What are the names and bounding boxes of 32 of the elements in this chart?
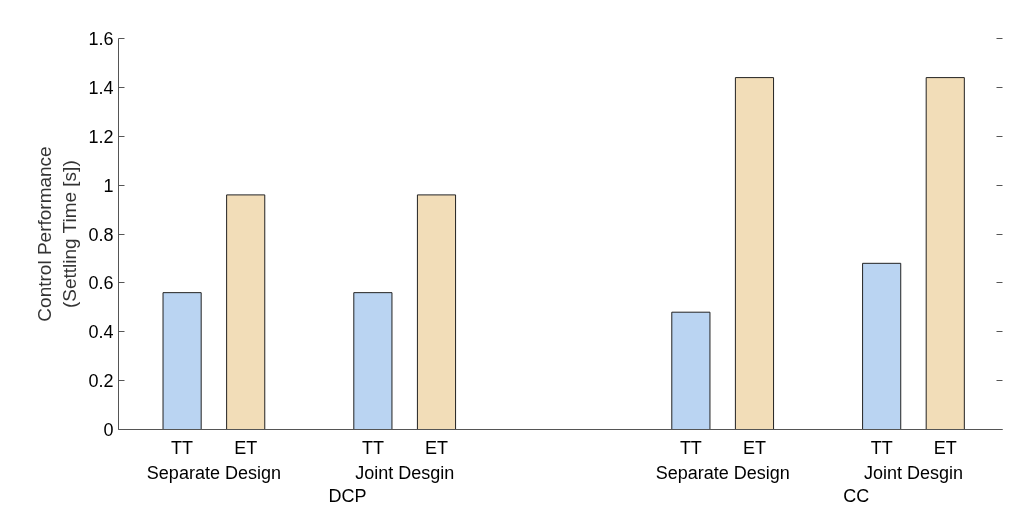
x-tick-label: TT bbox=[361, 437, 384, 458]
bar bbox=[416, 194, 457, 430]
y-tick-label: 1.2 bbox=[88, 126, 114, 147]
y-tick-label: 1.4 bbox=[88, 77, 114, 98]
y-tick-label: 0.8 bbox=[88, 224, 114, 245]
y-tick-label: 0 bbox=[103, 420, 114, 440]
bar bbox=[862, 262, 902, 430]
y-tick-label: 0.2 bbox=[88, 371, 114, 392]
text: Joint Desgin bbox=[863, 462, 963, 483]
y-axis-title: Control Performance (Settling Time [s]) bbox=[34, 146, 81, 322]
y-tick-label: 0.6 bbox=[88, 273, 114, 294]
bar bbox=[734, 77, 775, 430]
x-tick-label: ET bbox=[933, 437, 957, 458]
bar bbox=[925, 77, 965, 430]
x-tick-label: ET bbox=[424, 437, 448, 458]
x-tick-label: TT bbox=[171, 437, 194, 458]
y-tick-label: 1.6 bbox=[88, 29, 114, 49]
text: CC bbox=[843, 485, 870, 506]
bar bbox=[671, 311, 711, 430]
bar bbox=[162, 292, 202, 430]
y-tick-label: 1 bbox=[103, 175, 114, 196]
bar bbox=[353, 292, 393, 430]
text: Separate Design bbox=[655, 462, 790, 483]
text: DCP bbox=[328, 485, 367, 506]
text: Joint Desgin bbox=[355, 462, 455, 483]
text: Separate Design bbox=[146, 462, 281, 483]
x-tick-label: TT bbox=[870, 437, 893, 458]
x-tick-label: TT bbox=[679, 437, 702, 458]
x-tick-label: ET bbox=[234, 437, 258, 458]
bar bbox=[226, 194, 266, 430]
y-tick-label: 0.4 bbox=[88, 322, 114, 343]
x-tick-label: ET bbox=[742, 437, 766, 458]
